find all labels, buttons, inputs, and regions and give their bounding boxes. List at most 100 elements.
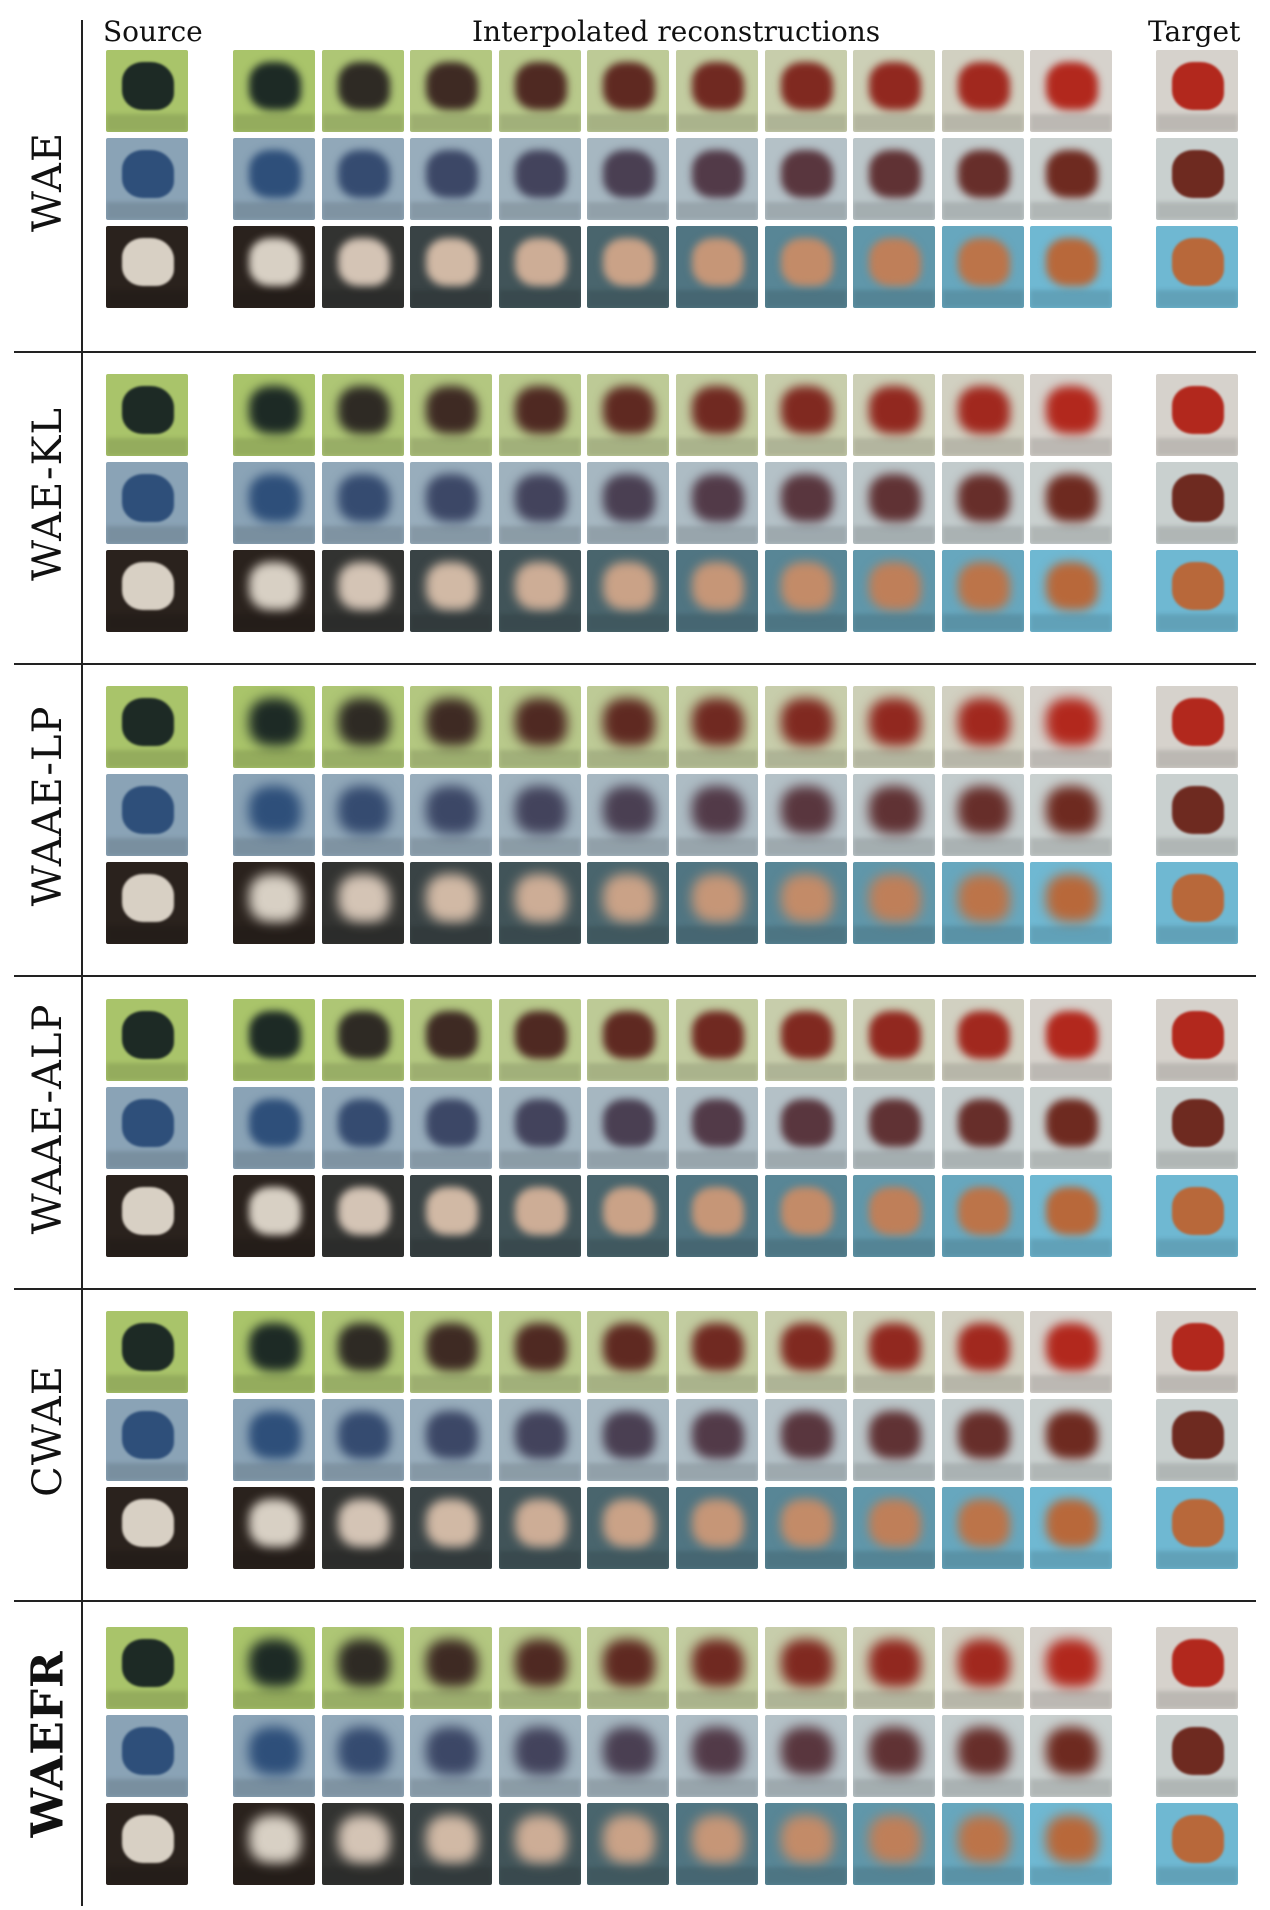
image-ground bbox=[676, 750, 758, 768]
image-ground bbox=[765, 1691, 847, 1709]
interpolated-reconstruction bbox=[1030, 1627, 1112, 1709]
image-subject bbox=[426, 1727, 478, 1775]
interpolated-reconstruction bbox=[587, 1627, 669, 1709]
image-ground bbox=[587, 290, 669, 308]
image-subject bbox=[958, 1011, 1010, 1059]
image-ground bbox=[499, 1463, 581, 1481]
image-subject bbox=[869, 62, 921, 110]
image-subject bbox=[958, 238, 1010, 286]
interpolated-reconstruction bbox=[322, 862, 404, 944]
image-ground bbox=[233, 1375, 315, 1393]
image-subject bbox=[338, 698, 390, 746]
image-subject bbox=[1172, 62, 1224, 110]
interpolated-reconstruction bbox=[322, 550, 404, 632]
image-ground bbox=[942, 526, 1024, 544]
image-ground bbox=[942, 202, 1024, 220]
image-subject bbox=[426, 1187, 478, 1235]
image-ground bbox=[1030, 926, 1112, 944]
image-ground bbox=[765, 750, 847, 768]
interpolated-reconstruction bbox=[676, 1311, 758, 1393]
image-subject bbox=[603, 562, 655, 610]
interpolated-reconstruction bbox=[676, 138, 758, 220]
image-ground bbox=[1156, 1151, 1238, 1169]
interpolated-reconstruction bbox=[322, 374, 404, 456]
image-ground bbox=[106, 838, 188, 856]
image-ground bbox=[853, 1779, 935, 1797]
image-ground bbox=[1156, 614, 1238, 632]
image-subject bbox=[692, 1815, 744, 1863]
image-ground bbox=[676, 290, 758, 308]
image-subject bbox=[515, 698, 567, 746]
interpolated-reconstruction bbox=[587, 1399, 669, 1481]
source-column-header: Source bbox=[103, 15, 203, 48]
section-separator bbox=[14, 975, 1256, 977]
source-image-cat bbox=[106, 550, 188, 632]
image-ground bbox=[587, 926, 669, 944]
interpolated-reconstruction bbox=[942, 1399, 1024, 1481]
image-ground bbox=[942, 1551, 1024, 1569]
source-image-ship bbox=[106, 138, 188, 220]
image-ground bbox=[587, 1779, 669, 1797]
target-image-brown-truck bbox=[1156, 1715, 1238, 1797]
interpolated-reconstruction bbox=[499, 1175, 581, 1257]
image-subject bbox=[603, 1323, 655, 1371]
image-subject bbox=[1046, 1411, 1098, 1459]
interpolated-reconstruction bbox=[587, 1087, 669, 1169]
interpolated-reconstruction bbox=[410, 550, 492, 632]
interpolated-reconstruction bbox=[853, 1487, 935, 1569]
image-subject bbox=[869, 150, 921, 198]
image-ground bbox=[853, 526, 935, 544]
image-ground bbox=[765, 438, 847, 456]
image-subject bbox=[781, 874, 833, 922]
image-ground bbox=[765, 1867, 847, 1885]
interpolated-reconstruction bbox=[853, 1627, 935, 1709]
image-subject bbox=[781, 238, 833, 286]
image-ground bbox=[1156, 1375, 1238, 1393]
image-ground bbox=[410, 1063, 492, 1081]
image-ground bbox=[942, 750, 1024, 768]
image-ground bbox=[106, 202, 188, 220]
image-subject bbox=[603, 474, 655, 522]
image-ground bbox=[106, 290, 188, 308]
interpolated-reconstruction bbox=[942, 1087, 1024, 1169]
image-subject bbox=[515, 562, 567, 610]
image-ground bbox=[233, 614, 315, 632]
image-ground bbox=[410, 290, 492, 308]
model-section-waefr: WAEFR bbox=[0, 1572, 1270, 1906]
image-subject bbox=[1172, 786, 1224, 834]
image-subject bbox=[603, 1815, 655, 1863]
image-subject bbox=[338, 386, 390, 434]
source-image-ostrich bbox=[106, 999, 188, 1081]
source-image-ostrich bbox=[106, 686, 188, 768]
interpolated-reconstruction bbox=[233, 1311, 315, 1393]
image-subject bbox=[338, 1499, 390, 1547]
image-subject bbox=[122, 238, 174, 286]
image-ground bbox=[942, 1867, 1024, 1885]
image-subject bbox=[515, 874, 567, 922]
source-image-ostrich bbox=[106, 1627, 188, 1709]
target-image-brown-truck bbox=[1156, 462, 1238, 544]
interpolated-reconstruction bbox=[233, 1175, 315, 1257]
image-subject bbox=[1046, 786, 1098, 834]
interpolated-reconstruction bbox=[853, 462, 935, 544]
image-subject bbox=[869, 874, 921, 922]
interpolated-reconstruction bbox=[587, 686, 669, 768]
interpolated-reconstruction bbox=[942, 550, 1024, 632]
image-subject bbox=[692, 874, 744, 922]
image-subject bbox=[426, 786, 478, 834]
image-subject bbox=[122, 1727, 174, 1775]
interpolated-reconstruction bbox=[587, 862, 669, 944]
image-ground bbox=[499, 438, 581, 456]
interpolated-reconstruction bbox=[499, 138, 581, 220]
interpolated-reconstruction bbox=[942, 774, 1024, 856]
image-subject bbox=[426, 1323, 478, 1371]
interpolated-reconstruction bbox=[410, 774, 492, 856]
interpolated-reconstruction bbox=[410, 374, 492, 456]
model-label: WAEFR bbox=[22, 1650, 74, 1838]
image-subject bbox=[122, 62, 174, 110]
target-image-red-truck bbox=[1156, 999, 1238, 1081]
image-ground bbox=[233, 1151, 315, 1169]
image-ground bbox=[1030, 202, 1112, 220]
image-ground bbox=[499, 1375, 581, 1393]
image-subject bbox=[692, 238, 744, 286]
